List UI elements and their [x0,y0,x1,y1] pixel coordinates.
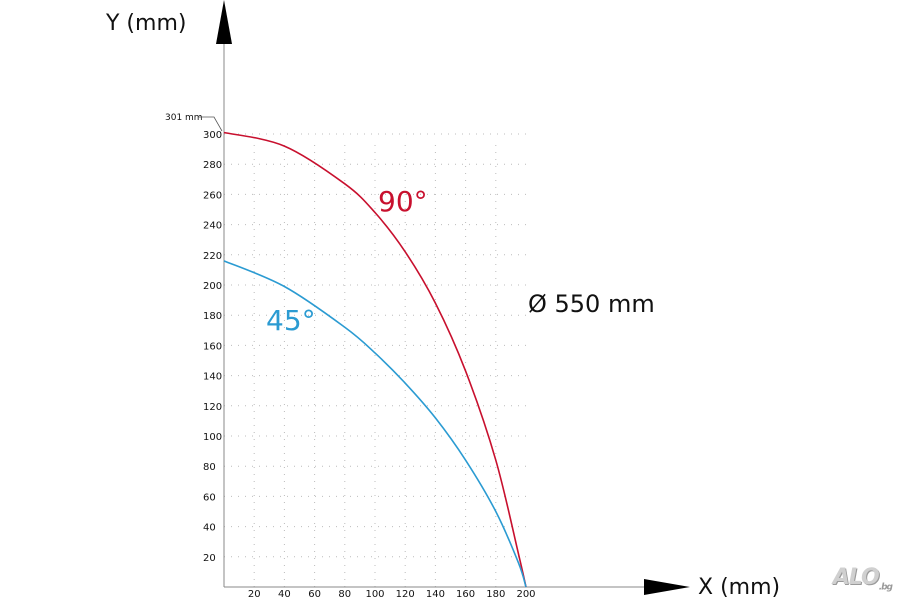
y-tick-label: 280 [203,160,222,171]
series-line-90 [223,131,527,588]
y-tick-label: 160 [203,341,222,352]
y-tick-label: 140 [203,372,222,383]
y-tick-label: 60 [203,492,216,503]
y-tick-label: 220 [203,251,222,262]
x-tick-labels: 20 40 60 80 100 120 140 160 180 200 [248,589,536,600]
x-tick-label: 160 [456,589,475,600]
y-tick-label: 100 [203,432,222,443]
y-tick-label: 80 [203,462,216,473]
x-tick-label: 180 [486,589,505,600]
x-axis-arrow [644,579,690,595]
watermark-text: ALO [832,564,880,590]
y-tick-label: 300 [203,130,222,141]
axes [216,0,690,595]
x-tick-label: 80 [338,589,351,600]
max-height-leader [198,116,223,132]
y-tick-label: 200 [203,281,222,292]
x-tick-label: 140 [426,589,445,600]
y-tick-label: 180 [203,311,222,322]
y-tick-label: 260 [203,190,222,201]
watermark-logo: ALO.bg [832,564,893,592]
grid [224,133,526,587]
series-label-45: 45° [266,304,316,337]
watermark-suffix: .bg [878,582,893,592]
max-height-annotation: 301 mm [165,113,203,123]
diameter-annotation: Ø 550 mm [528,290,655,318]
y-axis-arrow [216,0,232,44]
series-label-90: 90° [378,185,428,218]
x-tick-label: 120 [396,589,415,600]
series-line-45 [223,260,527,588]
y-tick-label: 120 [203,402,222,413]
x-tick-label: 100 [365,589,384,600]
y-axis-title: Y (mm) [105,11,186,36]
y-tick-label: 40 [203,523,216,534]
x-tick-label: 200 [516,589,535,600]
y-tick-label: 20 [203,553,216,564]
x-tick-label: 40 [278,589,291,600]
x-axis-title: X (mm) [698,575,780,600]
y-tick-labels: 20 40 60 80 100 120 140 160 180 200 220 240 260 280 30… [203,130,222,564]
y-tick-label: 240 [203,221,222,232]
x-tick-label: 20 [248,589,261,600]
x-tick-label: 60 [308,589,321,600]
series-lines [223,131,527,588]
